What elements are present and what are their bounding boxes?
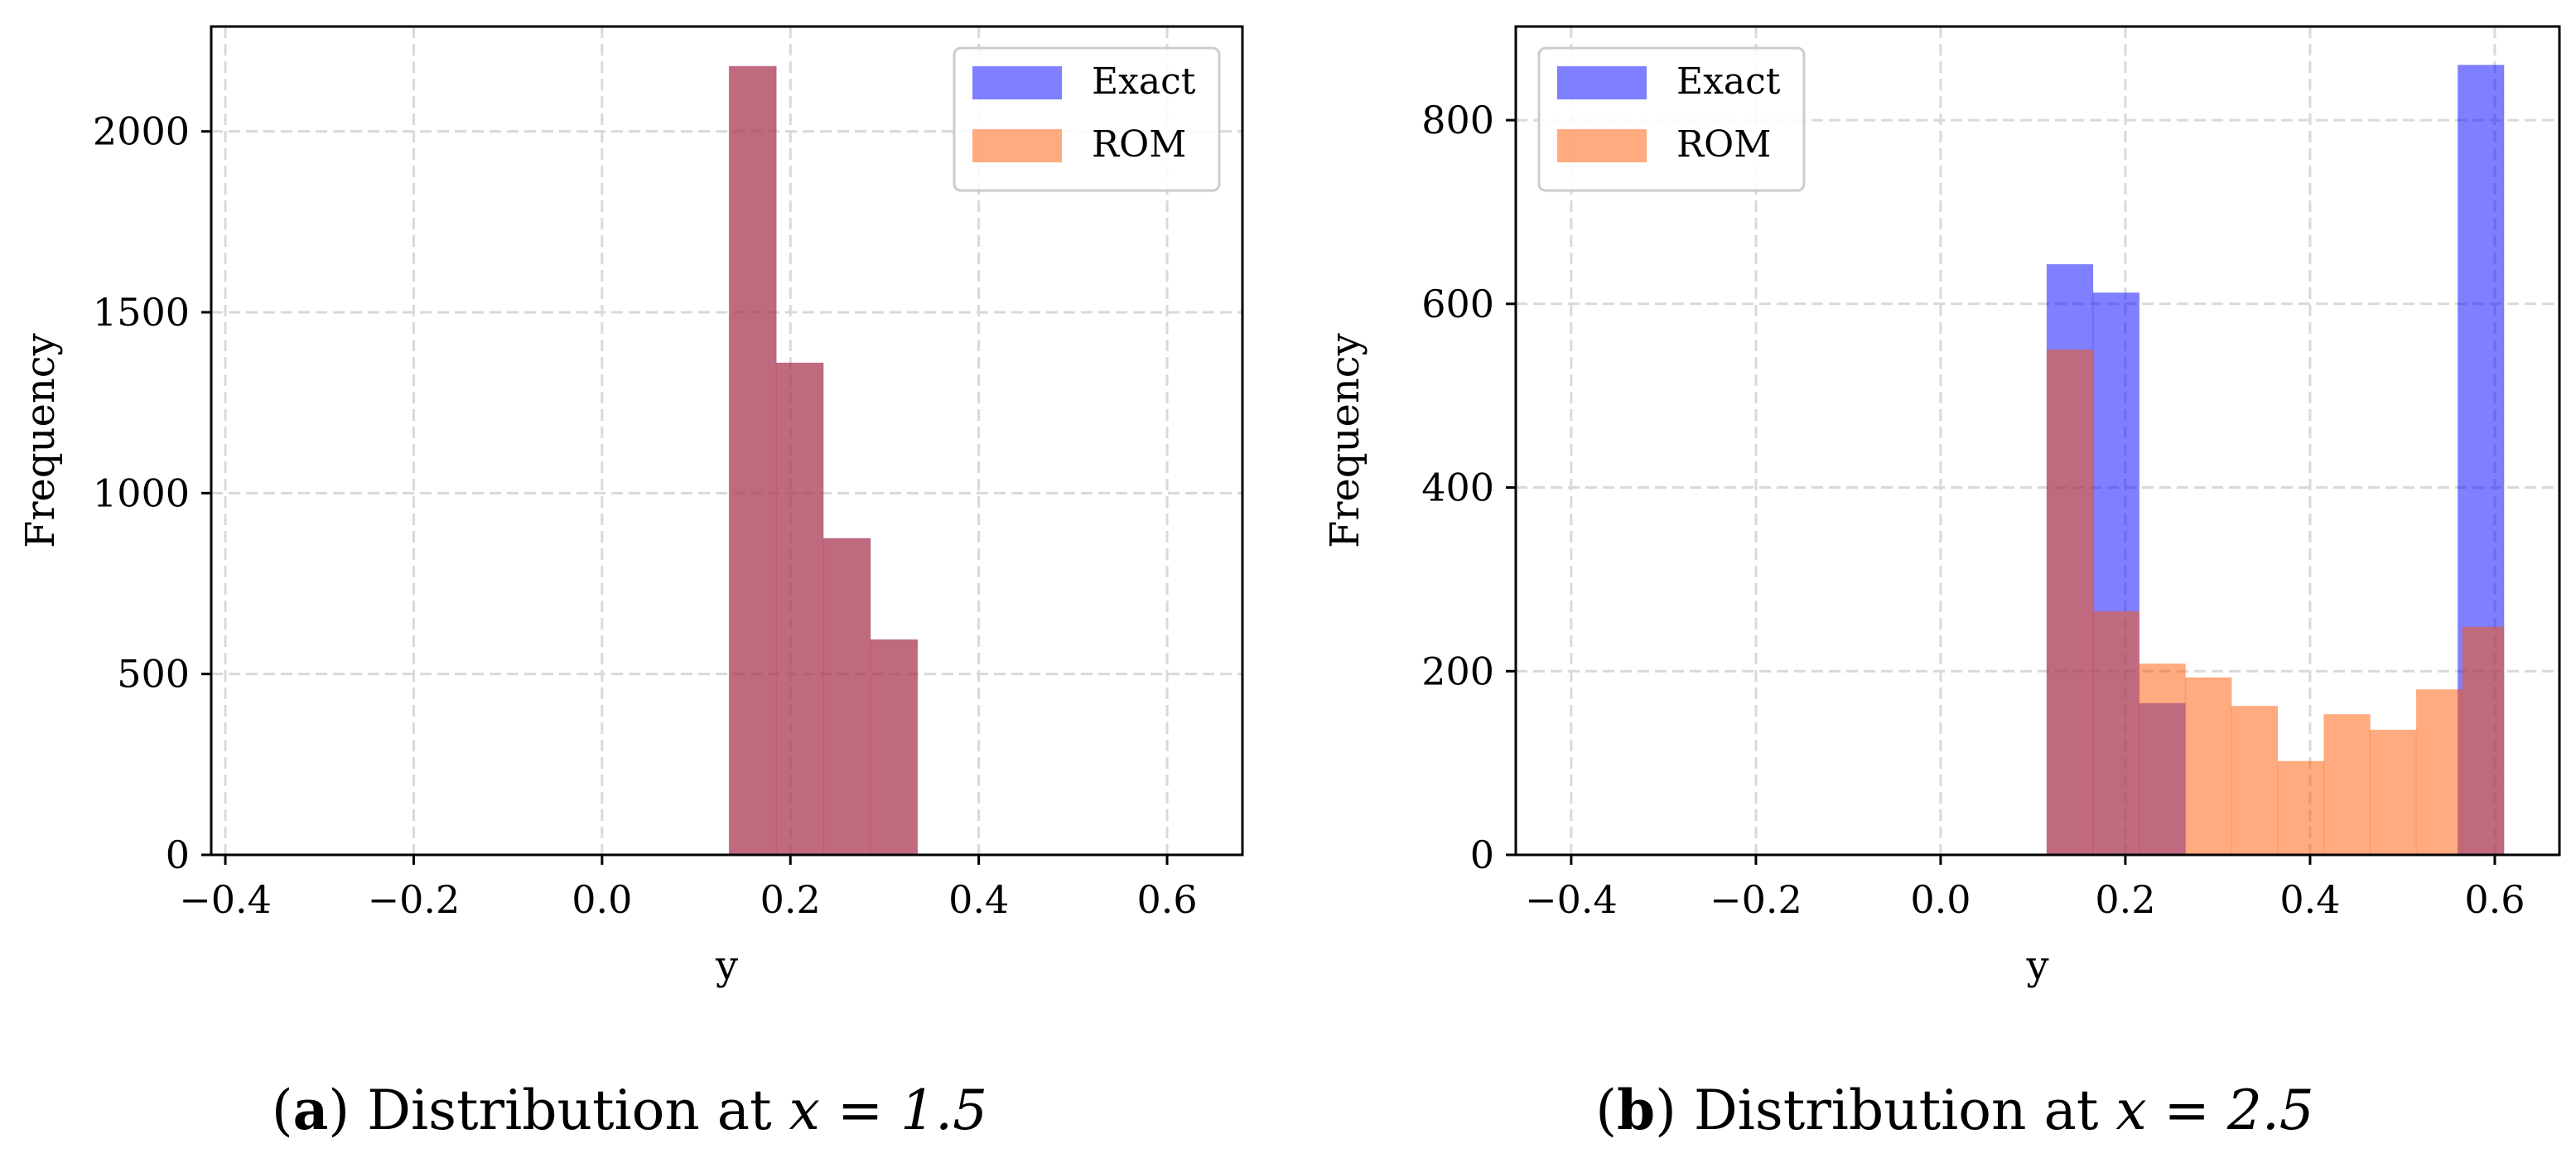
caption-panel-letter: b bbox=[1617, 1078, 1655, 1142]
legend-label-exact: Exact bbox=[1092, 60, 1196, 103]
x-tick-label: 0.0 bbox=[1910, 877, 1971, 922]
legend-swatch-rom bbox=[1557, 129, 1647, 162]
y-tick-label: 500 bbox=[117, 652, 190, 697]
legend-label-rom: ROM bbox=[1092, 123, 1186, 166]
legend: Exact ROM bbox=[953, 46, 1221, 192]
y-tick-label: 600 bbox=[1421, 282, 1494, 326]
x-tick-label: −0.4 bbox=[1525, 877, 1618, 922]
caption-math: x = 2.5 bbox=[2115, 1079, 2313, 1142]
bar-rom-0 bbox=[2046, 349, 2094, 856]
legend-swatch-rom bbox=[972, 129, 1062, 162]
bar-rom-2 bbox=[822, 538, 871, 856]
chart-panel-b: −0.4 −0.2 0.0 0.2 0.4 0.6 0 200 400 600 800 y Freque… bbox=[1322, 25, 2561, 1142]
y-tick-label: 0 bbox=[1470, 832, 1494, 877]
y-tick-label: 1000 bbox=[93, 471, 190, 515]
y-tick-label: 1500 bbox=[93, 290, 190, 335]
x-tick-label: 0.0 bbox=[572, 877, 632, 922]
y-tick-label: 400 bbox=[1421, 466, 1494, 510]
chart-panel-a: −0.4 −0.2 0.0 0.2 0.4 0.6 0 500 1000 1500 2000 y Fre… bbox=[17, 25, 1244, 1142]
legend-swatch-exact bbox=[1557, 66, 1647, 99]
bar-rom-2 bbox=[2139, 663, 2186, 856]
y-tick-label: 200 bbox=[1421, 649, 1494, 693]
plot-frame bbox=[1514, 25, 2561, 857]
bar-rom-1 bbox=[2092, 610, 2140, 856]
bar-rom-9 bbox=[2462, 626, 2505, 856]
x-tick-label: −0.2 bbox=[368, 877, 461, 922]
x-tick-label: 0.6 bbox=[2464, 877, 2525, 922]
x-tick-label: 0.6 bbox=[1136, 877, 1197, 922]
panel-caption: (a) Distribution at x = 1.5 bbox=[272, 1078, 987, 1142]
bar-rom-0 bbox=[728, 65, 777, 856]
caption-panel-letter: a bbox=[293, 1078, 329, 1142]
legend-label-exact: Exact bbox=[1676, 60, 1781, 103]
legend-swatch-exact bbox=[972, 66, 1062, 99]
bar-rom-3 bbox=[870, 639, 919, 856]
bar-rom-8 bbox=[2415, 688, 2463, 856]
y-axis-label: Frequency bbox=[1322, 333, 1368, 548]
x-tick-label: −0.2 bbox=[1710, 877, 1802, 922]
x-tick-label: −0.4 bbox=[179, 877, 272, 922]
legend-label-rom: ROM bbox=[1676, 123, 1771, 166]
y-axis-label: Frequency bbox=[17, 333, 64, 548]
x-tick-label: 0.2 bbox=[760, 877, 821, 922]
y-tick-label: 800 bbox=[1421, 98, 1494, 142]
x-axis-label: y bbox=[2025, 943, 2048, 989]
y-tick-label: 2000 bbox=[93, 109, 190, 154]
plot-frame bbox=[210, 25, 1244, 857]
bar-rom-5 bbox=[2277, 760, 2325, 856]
caption-math: x = 1.5 bbox=[789, 1079, 987, 1142]
bar-rom-1 bbox=[775, 362, 824, 856]
bar-rom-7 bbox=[2369, 729, 2417, 856]
y-tick-label: 0 bbox=[166, 832, 190, 877]
bar-rom-3 bbox=[2184, 677, 2232, 856]
panel-caption: (b) Distribution at x = 2.5 bbox=[1595, 1078, 2314, 1142]
legend: Exact ROM bbox=[1537, 46, 1806, 192]
x-tick-label: 0.4 bbox=[2279, 877, 2340, 922]
x-tick-label: 0.2 bbox=[2095, 877, 2155, 922]
x-tick-label: 0.4 bbox=[948, 877, 1009, 922]
bar-rom-6 bbox=[2323, 713, 2371, 856]
x-axis-label: y bbox=[715, 943, 738, 989]
bar-rom-4 bbox=[2231, 705, 2279, 856]
